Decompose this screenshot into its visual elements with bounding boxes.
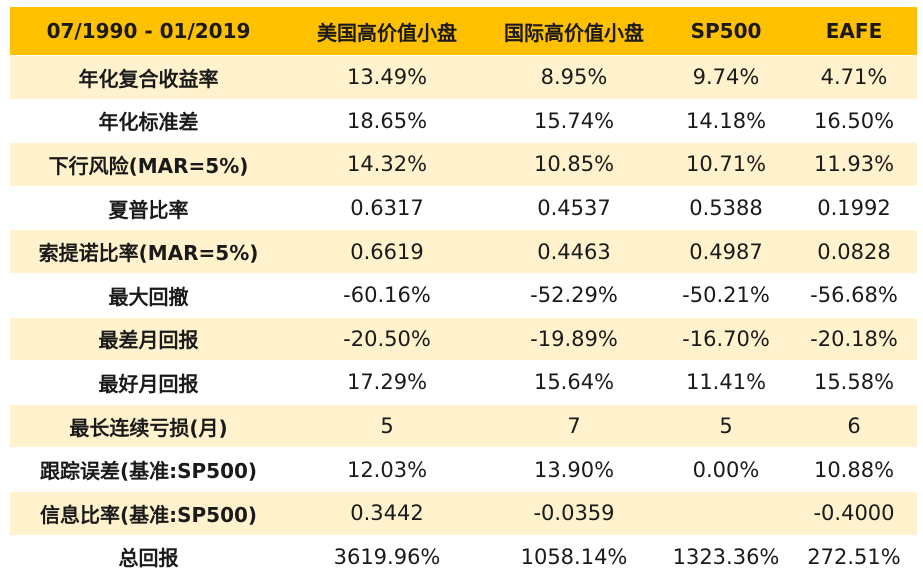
cell-eafe: 16.50% <box>791 99 917 144</box>
cell-sp500: 10.71% <box>661 142 791 187</box>
cell-intl-small-value: 0.4537 <box>487 186 661 231</box>
table-row: 最长连续亏损(月) 5 7 5 6 <box>10 404 917 449</box>
header-sp500: SP500 <box>661 7 791 56</box>
cell-eafe: 10.88% <box>791 447 917 492</box>
cell-us-small-value: 12.03% <box>287 447 487 492</box>
cell-us-small-value: 13.49% <box>287 55 487 100</box>
row-label: 下行风险(MAR=5%) <box>10 142 287 187</box>
cell-us-small-value: -60.16% <box>287 273 487 318</box>
row-label: 跟踪误差(基准:SP500) <box>10 447 287 492</box>
performance-comparison-table: 07/1990 - 01/2019 美国高价值小盘 国际高价值小盘 SP500 … <box>10 7 917 580</box>
cell-us-small-value: 3619.96% <box>287 535 487 580</box>
table-row: 最好月回报 17.29% 15.64% 11.41% 15.58% <box>10 360 917 405</box>
cell-sp500: -50.21% <box>661 273 791 318</box>
table-row: 年化复合收益率 13.49% 8.95% 9.74% 4.71% <box>10 55 917 100</box>
cell-sp500: 14.18% <box>661 99 791 144</box>
row-label: 最大回撤 <box>10 273 287 318</box>
cell-eafe: -20.18% <box>791 317 917 362</box>
cell-sp500 <box>661 491 791 536</box>
cell-intl-small-value: -19.89% <box>487 317 661 362</box>
cell-intl-small-value: 8.95% <box>487 55 661 100</box>
header-eafe: EAFE <box>791 7 917 56</box>
table-row: 下行风险(MAR=5%) 14.32% 10.85% 10.71% 11.93% <box>10 142 917 187</box>
cell-sp500: 0.5388 <box>661 186 791 231</box>
header-period: 07/1990 - 01/2019 <box>10 7 287 56</box>
cell-eafe: 15.58% <box>791 360 917 405</box>
cell-sp500: -16.70% <box>661 317 791 362</box>
cell-eafe: 6 <box>791 404 917 449</box>
cell-sp500: 11.41% <box>661 360 791 405</box>
row-label: 年化复合收益率 <box>10 55 287 100</box>
row-label: 最差月回报 <box>10 317 287 362</box>
header-us-small-value: 美国高价值小盘 <box>287 7 487 56</box>
cell-intl-small-value: -0.0359 <box>487 491 661 536</box>
table-row: 跟踪误差(基准:SP500) 12.03% 13.90% 0.00% 10.88… <box>10 447 917 492</box>
cell-intl-small-value: 13.90% <box>487 447 661 492</box>
cell-intl-small-value: 15.64% <box>487 360 661 405</box>
cell-intl-small-value: 10.85% <box>487 142 661 187</box>
cell-intl-small-value: -52.29% <box>487 273 661 318</box>
cell-sp500: 0.4987 <box>661 229 791 274</box>
cell-us-small-value: 17.29% <box>287 360 487 405</box>
cell-us-small-value: 0.6619 <box>287 229 487 274</box>
cell-intl-small-value: 7 <box>487 404 661 449</box>
cell-sp500: 0.00% <box>661 447 791 492</box>
header-row: 07/1990 - 01/2019 美国高价值小盘 国际高价值小盘 SP500 … <box>10 7 917 56</box>
table-row: 索提诺比率(MAR=5%) 0.6619 0.4463 0.4987 0.082… <box>10 229 917 274</box>
cell-us-small-value: 5 <box>287 404 487 449</box>
row-label: 信息比率(基准:SP500) <box>10 491 287 536</box>
cell-us-small-value: 14.32% <box>287 142 487 187</box>
table-row: 年化标准差 18.65% 15.74% 14.18% 16.50% <box>10 99 917 144</box>
cell-eafe: 0.1992 <box>791 186 917 231</box>
cell-sp500: 9.74% <box>661 55 791 100</box>
row-label: 最好月回报 <box>10 360 287 405</box>
cell-sp500: 1323.36% <box>661 535 791 580</box>
cell-eafe: -0.4000 <box>791 491 917 536</box>
table-row: 夏普比率 0.6317 0.4537 0.5388 0.1992 <box>10 186 917 231</box>
table-row: 信息比率(基准:SP500) 0.3442 -0.0359 -0.4000 <box>10 491 917 536</box>
cell-us-small-value: 0.3442 <box>287 491 487 536</box>
row-label: 年化标准差 <box>10 99 287 144</box>
table-row: 总回报 3619.96% 1058.14% 1323.36% 272.51% <box>10 535 917 580</box>
cell-us-small-value: 0.6317 <box>287 186 487 231</box>
row-label: 最长连续亏损(月) <box>10 404 287 449</box>
cell-intl-small-value: 1058.14% <box>487 535 661 580</box>
cell-eafe: -56.68% <box>791 273 917 318</box>
cell-eafe: 11.93% <box>791 142 917 187</box>
cell-intl-small-value: 15.74% <box>487 99 661 144</box>
row-label: 总回报 <box>10 535 287 580</box>
header-intl-small-value: 国际高价值小盘 <box>487 7 661 56</box>
cell-us-small-value: 18.65% <box>287 99 487 144</box>
cell-eafe: 0.0828 <box>791 229 917 274</box>
cell-eafe: 272.51% <box>791 535 917 580</box>
cell-us-small-value: -20.50% <box>287 317 487 362</box>
cell-eafe: 4.71% <box>791 55 917 100</box>
table-row: 最大回撤 -60.16% -52.29% -50.21% -56.68% <box>10 273 917 318</box>
cell-intl-small-value: 0.4463 <box>487 229 661 274</box>
row-label: 索提诺比率(MAR=5%) <box>10 229 287 274</box>
table-row: 最差月回报 -20.50% -19.89% -16.70% -20.18% <box>10 317 917 362</box>
cell-sp500: 5 <box>661 404 791 449</box>
row-label: 夏普比率 <box>10 186 287 231</box>
